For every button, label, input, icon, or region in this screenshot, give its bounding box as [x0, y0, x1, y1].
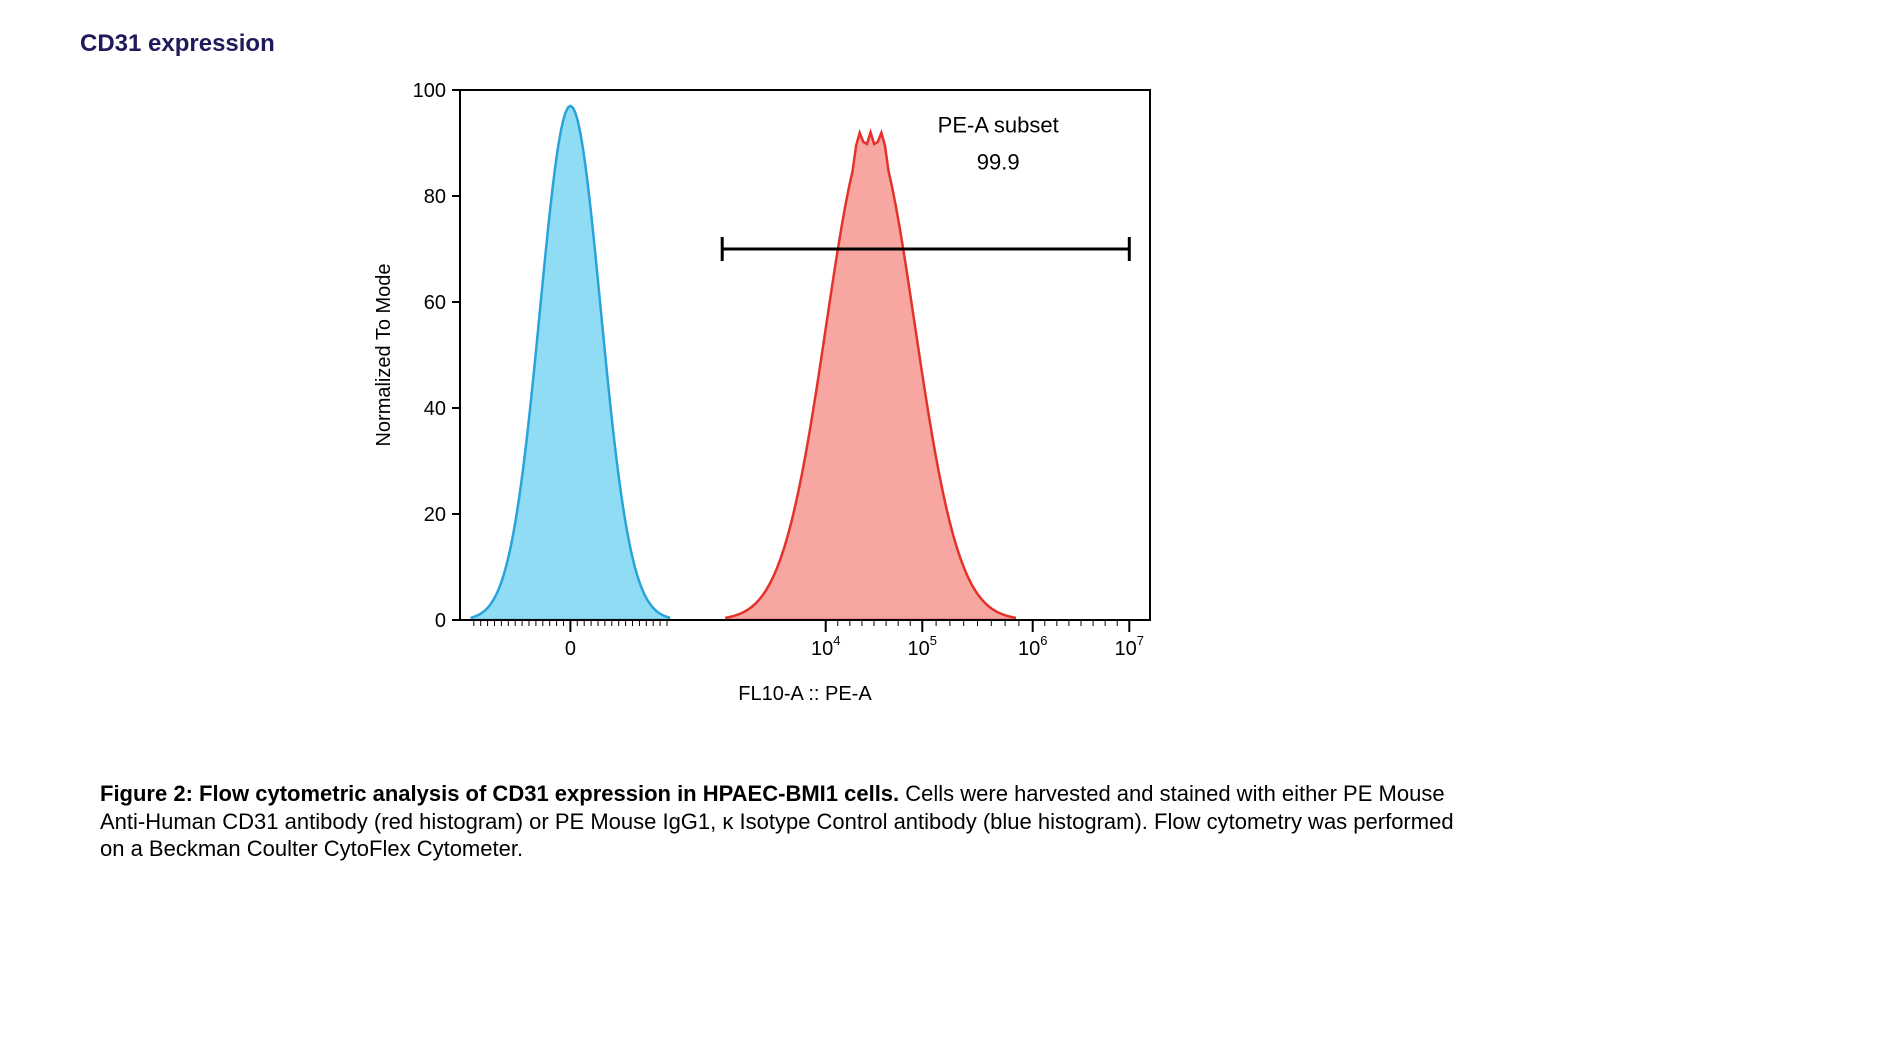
svg-text:FL10-A :: PE-A: FL10-A :: PE-A: [738, 683, 872, 705]
section-title-text: CD31 expression: [80, 30, 275, 57]
svg-text:Normalized To Mode: Normalized To Mode: [373, 263, 395, 446]
svg-text:0: 0: [435, 610, 446, 632]
svg-text:PE-A subset: PE-A subset: [938, 112, 1059, 137]
chart-svg: 020406080100Normalized To Mode0104105106…: [350, 70, 1170, 730]
flow-cytometry-chart: 020406080100Normalized To Mode0104105106…: [350, 70, 1170, 730]
svg-text:99.9: 99.9: [977, 150, 1020, 175]
svg-text:20: 20: [424, 504, 446, 526]
svg-text:100: 100: [413, 80, 446, 102]
figure-caption: Figure 2: Flow cytometric analysis of CD…: [100, 780, 1460, 863]
svg-text:40: 40: [424, 398, 446, 420]
svg-text:60: 60: [424, 292, 446, 314]
figure-page: CD31 expression 0 20 40 60 80 100 Normalized T…: [0, 0, 1877, 1056]
svg-text:80: 80: [424, 186, 446, 208]
svg-text:0: 0: [565, 638, 576, 660]
section-title: CD31 expression: [80, 30, 275, 58]
caption-bold: Figure 2: Flow cytometric analysis of CD…: [100, 781, 899, 806]
